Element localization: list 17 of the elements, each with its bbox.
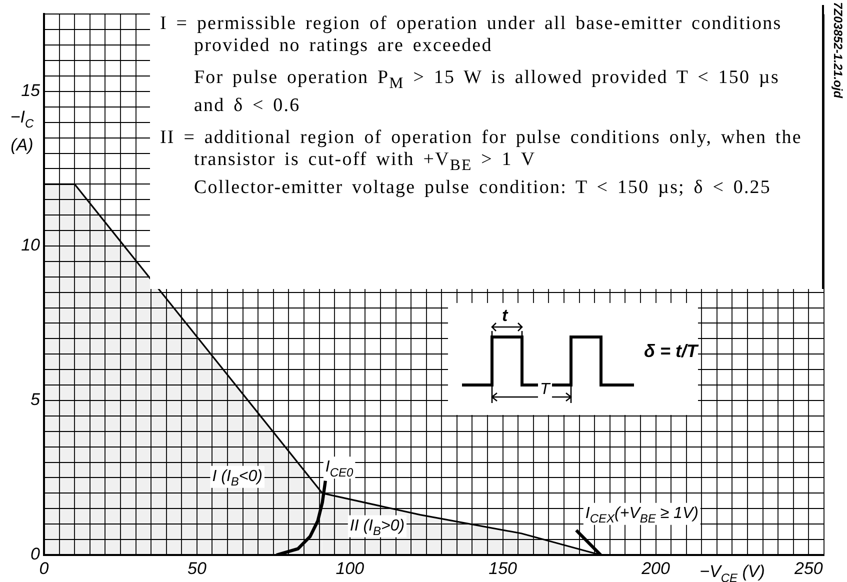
annotation: T — [538, 381, 552, 399]
y-tick-label: 0 — [30, 544, 41, 564]
text-box: I = permissible region of operation under all base-emitter conditions provided no ratings are exceeded For pulse operation P$_{M}$ > 15 W is allowed provided T < 150 µs and δ < 0.6 II = additional region of operation for pulse conditions only, when the transistor is cut-off with +V$_{BE}$ > 1 V Collector-emitter voltage pulse condition: T < 150 µs; δ < 0.25 — [150, 5, 824, 289]
x-tick-label: 100 — [336, 558, 365, 578]
y-tick-label: 5 — [30, 390, 41, 410]
y-tick-label: 15 — [21, 81, 41, 100]
annotation: Collector-emitter voltage pulse condition: T < 150 µs; δ < 0.25 — [193, 176, 772, 199]
x-tick-label: 250 — [794, 558, 824, 578]
annotation: II = additional region of operation for pulse conditions only, when the transistor is cut-off with +V$_{BE}$ > 1 V — [160, 126, 803, 176]
annotation: t — [502, 306, 508, 326]
y-tick-label: 10 — [21, 236, 41, 255]
annotation: δ = t/T — [644, 341, 698, 362]
x-tick-label: 50 — [187, 558, 207, 578]
annotation: I = permissible region of operation under all base-emitter conditions provided no ratings are exceeded — [160, 13, 783, 57]
x-tick-label: 200 — [640, 558, 670, 578]
text: 7Z03852-1.21.ojd — [831, 2, 845, 98]
x-tick-label: 150 — [488, 558, 518, 578]
